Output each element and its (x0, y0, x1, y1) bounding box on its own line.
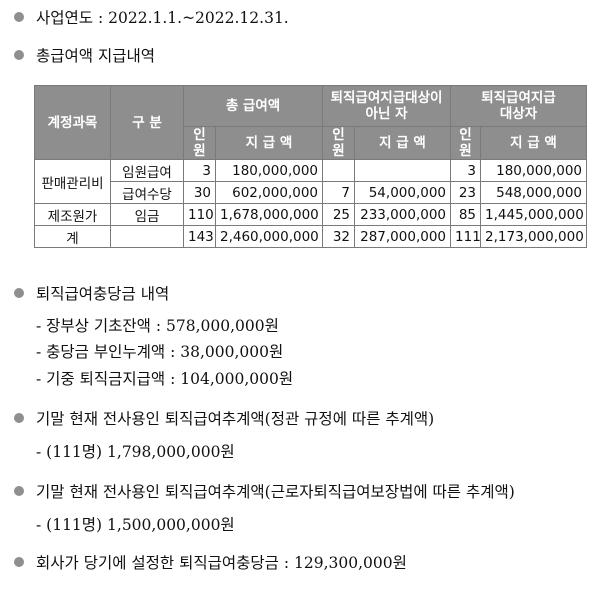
provision-text: 회사가 당기에 설정한 퇴직급여충당금 : 129,300,000원 (36, 554, 407, 572)
cell-target-amount: 2,173,000,000 (480, 225, 588, 248)
cell-total-amount: 1,678,000,000 (214, 203, 324, 226)
bullet-icon (14, 12, 24, 22)
reserve-header-line: 퇴직급여충당금 내역 (14, 283, 169, 305)
header-target-line1: 퇴직급여지급 (481, 90, 556, 106)
header-target: 퇴직급여지급 대상자 (450, 85, 588, 127)
cell-non-count (322, 159, 356, 182)
cell-target-count: 85 (450, 203, 482, 226)
cell-total-count: 143 (183, 225, 216, 248)
header-total: 총 급여액 (182, 85, 324, 127)
header-non-target: 퇴직급여지급대상이 아닌 자 (322, 85, 452, 127)
cell-target-amount: 1,445,000,000 (480, 203, 588, 226)
cell-target-amount: 548,000,000 (480, 181, 588, 204)
header-non-amount: 지 급 액 (354, 126, 452, 160)
header-non-count: 인원 (322, 126, 356, 160)
cell-total-amount: 2,460,000,000 (214, 225, 324, 248)
cell-target-amount: 180,000,000 (480, 159, 588, 182)
cell-total-amount: 180,000,000 (214, 159, 324, 182)
cell-total-count: 3 (183, 159, 216, 182)
header-non-target-line2: 아닌 자 (365, 106, 408, 122)
estimate2-header-line: 기말 현재 전사용인 퇴직급여추계액(근로자퇴직급여보장법에 따른 추계액) (14, 481, 515, 503)
header-target-count: 인원 (450, 126, 482, 160)
header-non-target-line1: 퇴직급여지급대상이 (330, 90, 443, 106)
cell-total-count: 30 (183, 181, 216, 204)
header-total-count: 인원 (183, 126, 216, 160)
reserve-header-text: 퇴직급여충당금 내역 (36, 285, 170, 303)
cell-non-count: 25 (322, 203, 356, 226)
cell-account: 판매관리비 (34, 159, 111, 204)
cell-account: 제조원가 (34, 203, 111, 226)
header-target-amount: 지 급 액 (480, 126, 588, 160)
salary-header-line: 총급여액 지급내역 (14, 45, 155, 67)
estimate1-header-line: 기말 현재 전사용인 퇴직급여추계액(정관 규정에 따른 추계액) (14, 408, 434, 430)
cell-target-count: 111 (450, 225, 482, 248)
header-target-line2: 대상자 (499, 106, 538, 122)
table-row: 판매관리비 임원급여 3 180,000,000 3 180,000,000 (34, 159, 588, 204)
salary-table: 계정과목 구 분 총 급여액 퇴직급여지급대상이 아닌 자 퇴직급여지급 대상자 인… (34, 85, 588, 248)
table-row-total: 계 143 2,460,000,000 32 287,000,000 111 2… (34, 225, 588, 248)
salary-header-text: 총급여액 지급내역 (36, 47, 156, 65)
cell-total-count: 110 (183, 203, 216, 226)
cell-non-count: 7 (322, 181, 356, 204)
cell-non-amount (354, 159, 452, 182)
cell-non-count: 32 (322, 225, 356, 248)
bullet-icon (14, 486, 24, 496)
bullet-icon (14, 50, 24, 60)
cell-account: 계 (34, 225, 111, 248)
cell-category: 임원급여 (110, 159, 184, 182)
bullet-icon (14, 557, 24, 567)
header-account: 계정과목 (34, 85, 111, 160)
reserve-item: - 기중 퇴직금지급액 : 104,000,000원 (36, 370, 294, 388)
reserve-item: - 장부상 기초잔액 : 578,000,000원 (36, 317, 279, 335)
business-year-text: 사업연도 : 2022.1.1.~2022.12.31. (36, 9, 289, 27)
header-category: 구 분 (110, 85, 184, 160)
bullet-icon (14, 288, 24, 298)
estimate2-header-text: 기말 현재 전사용인 퇴직급여추계액(근로자퇴직급여보장법에 따른 추계액) (36, 483, 515, 501)
cell-non-amount: 54,000,000 (354, 181, 452, 204)
cell-total-amount: 602,000,000 (214, 181, 324, 204)
estimate1-header-text: 기말 현재 전사용인 퇴직급여추계액(정관 규정에 따른 추계액) (36, 410, 435, 428)
provision-line: 회사가 당기에 설정한 퇴직급여충당금 : 129,300,000원 (14, 552, 407, 574)
cell-target-count: 23 (450, 181, 482, 204)
header-total-amount: 지 급 액 (214, 126, 324, 160)
cell-non-amount: 233,000,000 (354, 203, 452, 226)
estimate1-value: - (111명) 1,798,000,000원 (36, 443, 235, 461)
cell-category: 임금 (110, 203, 184, 226)
estimate2-value: - (111명) 1,500,000,000원 (36, 516, 235, 534)
business-year-line: 사업연도 : 2022.1.1.~2022.12.31. (14, 7, 289, 29)
cell-category: 급여수당 (110, 181, 184, 204)
cell-category (110, 225, 184, 248)
cell-non-amount: 287,000,000 (354, 225, 452, 248)
cell-target-count: 3 (450, 159, 482, 182)
table-row: 제조원가 임금 110 1,678,000,000 25 233,000,000… (34, 203, 588, 226)
bullet-icon (14, 413, 24, 423)
table-row: 급여수당 30 602,000,000 7 54,000,000 23 548,… (35, 181, 588, 204)
reserve-item: - 충당금 부인누계액 : 38,000,000원 (36, 343, 284, 361)
